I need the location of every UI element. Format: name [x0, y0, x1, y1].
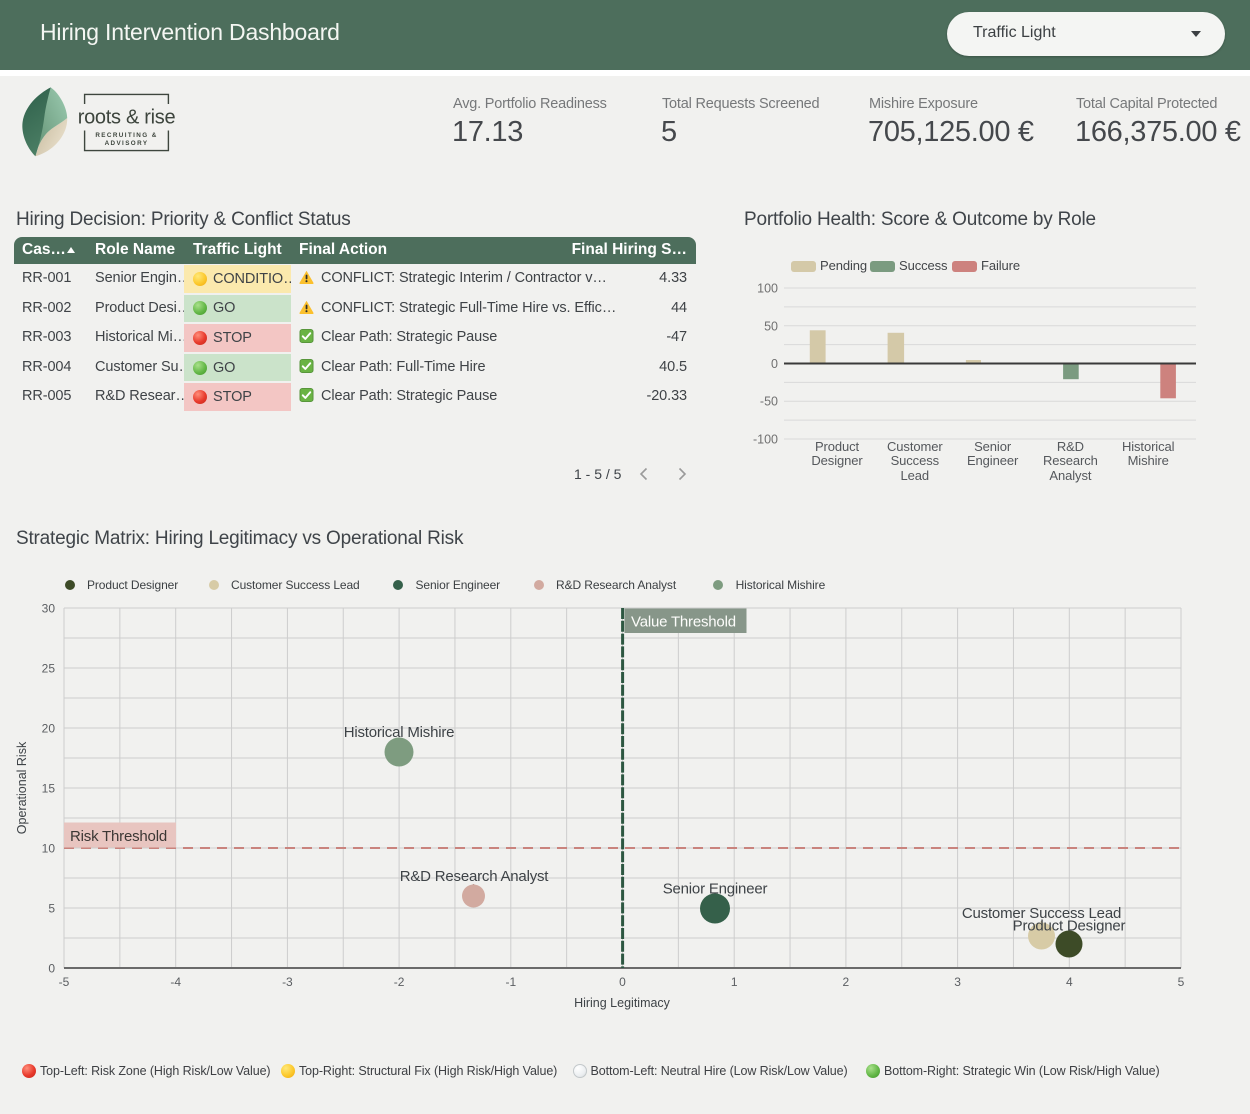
svg-text:Hiring Legitimacy: Hiring Legitimacy	[574, 996, 671, 1010]
svg-text:25: 25	[42, 662, 56, 676]
svg-text:-3: -3	[282, 975, 293, 989]
svg-text:50: 50	[764, 319, 778, 333]
svg-text:Senior Engineer: Senior Engineer	[663, 881, 768, 898]
svg-text:30: 30	[42, 602, 56, 616]
svg-text:-1: -1	[505, 975, 516, 989]
svg-text:-2: -2	[394, 975, 405, 989]
svg-text:5: 5	[48, 902, 55, 916]
svg-text:2: 2	[843, 975, 850, 989]
svg-text:roots & rise: roots & rise	[78, 107, 176, 129]
svg-text:-100: -100	[753, 433, 778, 447]
svg-text:Product Designer: Product Designer	[1013, 918, 1126, 935]
svg-text:5: 5	[1178, 975, 1185, 989]
svg-text:-5: -5	[59, 975, 70, 989]
svg-text:-4: -4	[170, 975, 181, 989]
svg-text:Customer Success Lead: Customer Success Lead	[962, 905, 1121, 922]
svg-text:10: 10	[42, 842, 56, 856]
svg-text:0: 0	[771, 357, 778, 371]
svg-text:ADVISORY: ADVISORY	[105, 140, 149, 147]
svg-text:Historical Mishire: Historical Mishire	[344, 724, 455, 741]
svg-text:3: 3	[954, 975, 961, 989]
svg-text:-50: -50	[760, 395, 778, 409]
svg-text:R&D Research Analyst: R&D Research Analyst	[400, 868, 550, 885]
svg-text:RECRUITING &: RECRUITING &	[95, 132, 157, 139]
svg-text:0: 0	[48, 962, 55, 976]
svg-text:Operational Risk: Operational Risk	[15, 741, 29, 834]
svg-text:Risk Threshold: Risk Threshold	[70, 828, 167, 845]
svg-text:0: 0	[619, 975, 626, 989]
svg-text:4: 4	[1066, 975, 1073, 989]
svg-text:1: 1	[731, 975, 738, 989]
svg-text:Value Threshold: Value Threshold	[631, 614, 736, 631]
svg-text:20: 20	[42, 722, 56, 736]
svg-text:100: 100	[757, 282, 778, 296]
svg-text:15: 15	[42, 782, 56, 796]
